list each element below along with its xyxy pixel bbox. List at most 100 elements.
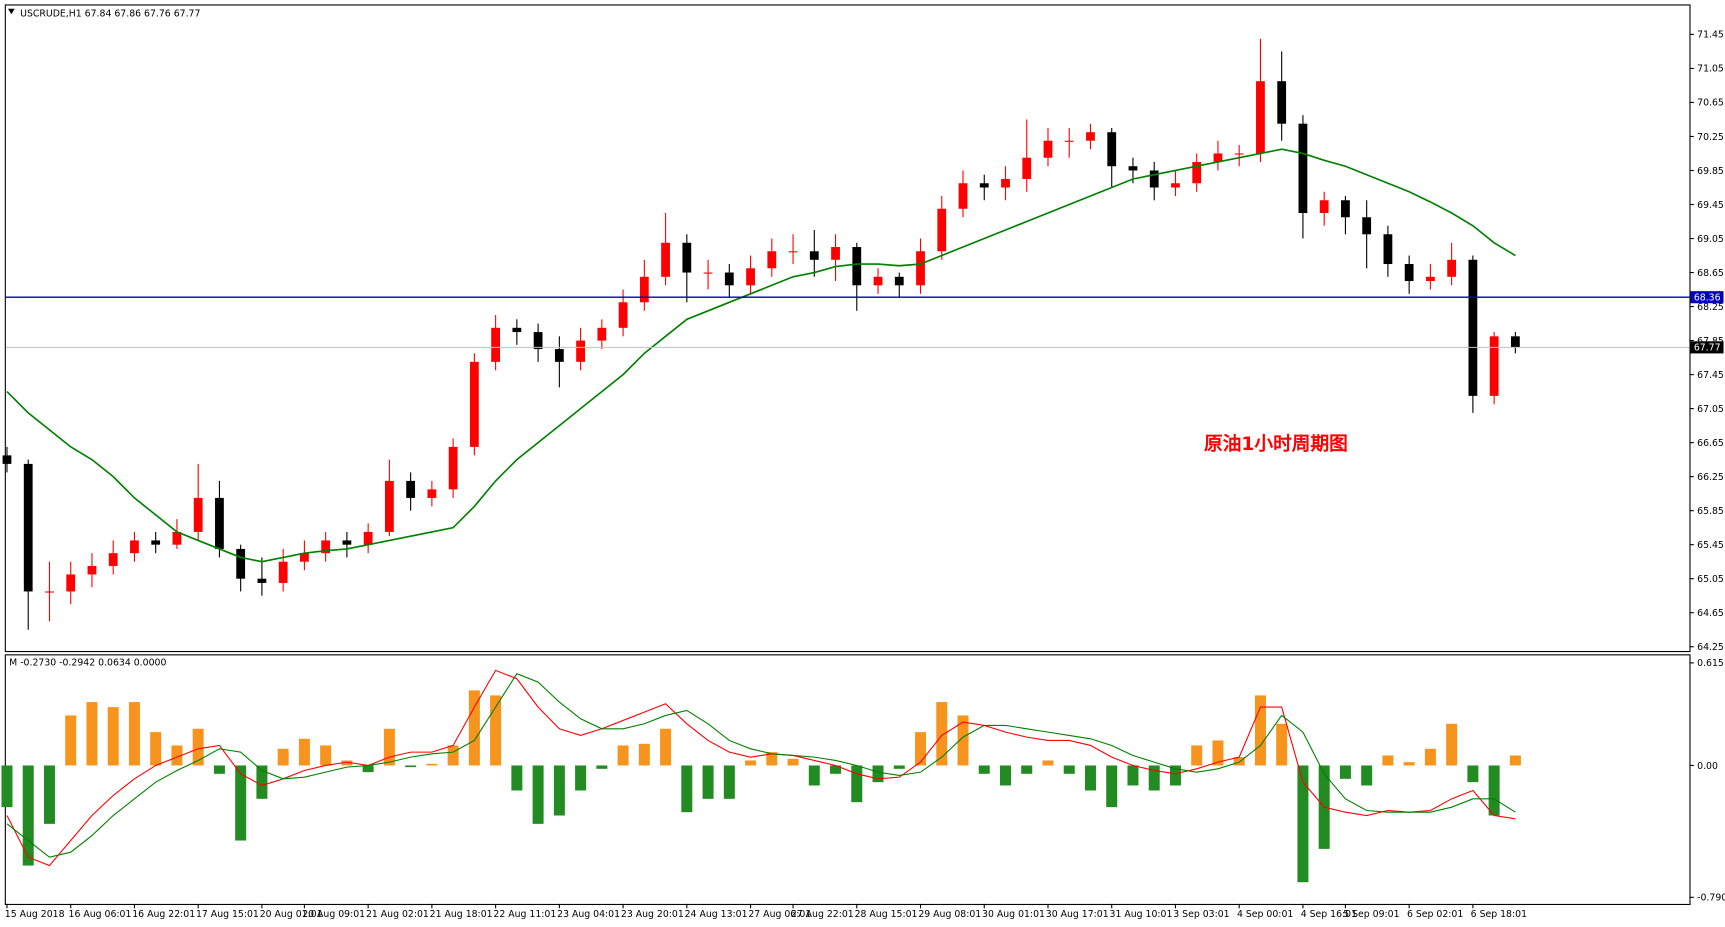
histogram-bar [192, 728, 204, 766]
histogram-bar [638, 743, 650, 766]
candle-body [130, 540, 139, 554]
histogram-bar [936, 702, 948, 766]
candle-body [491, 327, 501, 362]
histogram-bar [383, 728, 395, 766]
histogram-bar [532, 765, 544, 824]
candle-body [2, 455, 12, 464]
y-tick-label: 64.65 [1697, 608, 1724, 619]
moving-average [6, 148, 1516, 563]
histogram-bar [1254, 695, 1266, 766]
histogram-bar [1106, 765, 1118, 808]
y-tick-label: 71.05 [1697, 64, 1724, 75]
histogram-bar [787, 758, 799, 766]
candle-body [1064, 140, 1074, 142]
x-tick-label: 15 Aug 2018 [5, 909, 65, 920]
histogram-bar [999, 765, 1011, 786]
histogram-bar [320, 745, 332, 766]
candle-body [831, 247, 840, 260]
histogram-bar [1084, 765, 1096, 791]
candle-body [1426, 276, 1435, 282]
x-tick-label: 5 Sep 09:01 [1343, 909, 1399, 920]
y-tick-label: 68.65 [1697, 268, 1724, 279]
candle-body [1256, 81, 1265, 154]
candle-body [533, 332, 543, 350]
y-tick-label: 65.45 [1697, 540, 1724, 551]
x-tick-label: 23 Aug 04:01 [557, 909, 620, 920]
candle-body [469, 361, 479, 447]
x-tick-label: 20 Aug 01:01 [260, 909, 323, 920]
candle-body [108, 553, 118, 566]
x-tick-label: 6 Sep 02:01 [1407, 909, 1463, 920]
candle-body [1362, 217, 1372, 235]
histogram-bar [150, 732, 162, 766]
candle-body [1086, 132, 1095, 141]
histogram-bar [235, 765, 247, 841]
histogram-bar [1021, 765, 1033, 774]
candle-body [512, 327, 522, 333]
candle-body [639, 276, 649, 303]
histogram-bar [22, 765, 34, 866]
candle-body [1298, 123, 1308, 214]
candle-body [1043, 140, 1053, 158]
candle-body [66, 574, 76, 592]
menu-icon[interactable] [8, 8, 15, 15]
candle-body [873, 276, 883, 286]
candle-body [278, 561, 288, 583]
histogram-bar [1361, 765, 1373, 786]
x-tick-label: 22 Aug 11:01 [493, 909, 556, 920]
histogram-bar [596, 765, 608, 769]
histogram-bar [1169, 765, 1181, 786]
candle-body [1341, 200, 1350, 218]
x-tick-label: 23 Aug 20:01 [621, 909, 684, 920]
signal-line [6, 673, 1516, 858]
candle-body [1277, 81, 1287, 124]
y-tick-label: 65.85 [1697, 506, 1724, 517]
candle-body [597, 327, 607, 341]
histogram-bar [1446, 723, 1458, 766]
candle-body [1447, 259, 1457, 277]
candle-body [1107, 132, 1117, 167]
candle-body [448, 446, 458, 490]
y-tick-label: 70.25 [1697, 132, 1724, 143]
histogram-bar [1042, 760, 1054, 766]
candle-body [236, 548, 246, 579]
histogram-bar [1488, 765, 1500, 816]
annotation: 原油1小时周期图 [1204, 433, 1348, 455]
histogram-bar [107, 707, 119, 766]
histogram-bar [1148, 765, 1160, 791]
x-tick-label: 28 Aug 15:01 [855, 909, 918, 920]
x-tick-label: 30 Aug 01:01 [982, 909, 1045, 920]
histogram-bar [1467, 765, 1479, 783]
histogram-bar [702, 765, 714, 799]
candle-body [87, 565, 97, 575]
candle-body [724, 272, 734, 286]
histogram-bar [681, 765, 693, 813]
histogram-bar [128, 702, 140, 766]
histogram-bar [723, 765, 735, 799]
candle-body [809, 251, 819, 260]
candle-body [1001, 178, 1010, 188]
y-tick-label: 65.05 [1697, 574, 1724, 585]
histogram-bar [362, 765, 374, 773]
histogram-bar [1403, 762, 1415, 766]
x-tick-label: 6 Sep 18:01 [1471, 909, 1527, 920]
candle-body [1319, 200, 1329, 214]
candle-body [1192, 161, 1202, 184]
oscillator-title: M -0.2730 -0.2942 0.0634 0.0000 [9, 657, 166, 668]
candle-body [45, 591, 54, 593]
histogram-bar [213, 765, 225, 774]
histogram-bar [1063, 765, 1075, 774]
y-tick-label: 66.25 [1697, 472, 1724, 483]
price-level-label: 68.36 [1694, 293, 1721, 304]
y-tick-label: 68.25 [1697, 302, 1724, 313]
candle-body [958, 183, 968, 209]
candle-body [576, 340, 585, 362]
histogram-bar [617, 745, 629, 766]
y-tick-label: 69.05 [1697, 234, 1724, 245]
y-tick-label: -0.7905 [1697, 893, 1725, 904]
y-tick-label: 69.45 [1697, 200, 1724, 211]
candle-body [852, 247, 862, 286]
candle-body [193, 497, 203, 532]
candle-body [1022, 157, 1032, 179]
